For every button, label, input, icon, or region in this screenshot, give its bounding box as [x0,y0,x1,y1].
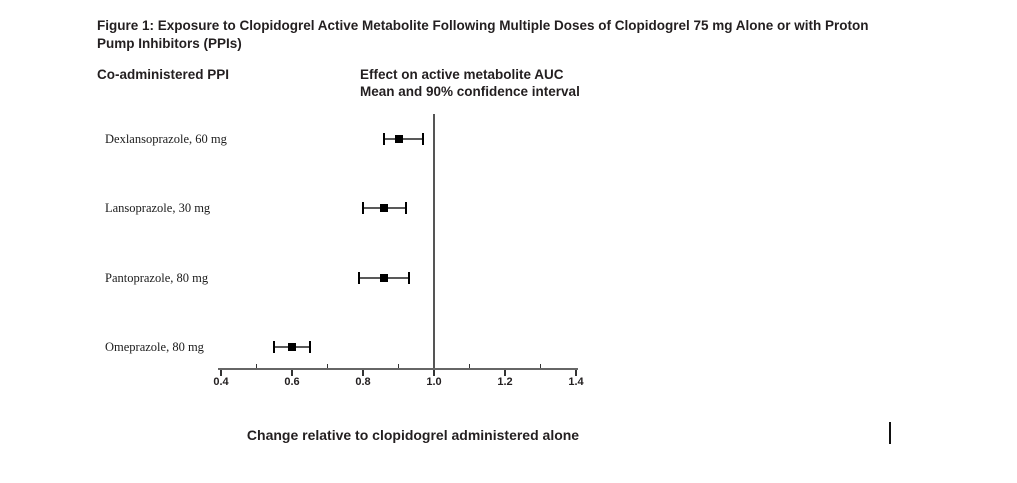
ci-cap-left [383,133,386,145]
row-label: Lansoprazole, 30 mg [105,201,211,215]
axis-tick [291,370,293,376]
axis-minor-tick [539,364,542,368]
mean-marker [394,135,403,143]
axis-tick-label: 0.8 [355,376,371,388]
row-label: Omeprazole, 80 mg [105,340,204,354]
axis-tick [362,370,364,376]
column-header-effect: Effect on active metabolite AUC Mean and… [360,66,580,100]
column-header-effect-line2: Mean and 90% confidence interval [360,84,580,99]
axis-tick-label: 0.4 [213,376,229,388]
axis-tick [433,370,435,376]
axis-minor-tick [326,364,329,368]
ci-cap-right [404,202,407,214]
ci-cap-right [408,272,411,284]
column-header-effect-line1: Effect on active metabolite AUC [360,67,564,82]
axis-tick-label: 0.6 [284,376,300,388]
mean-marker [380,204,389,212]
reference-line [433,114,435,370]
axis-minor-tick [468,364,471,368]
axis-tick-label: 1.0 [426,376,442,388]
axis-minor-tick [255,364,258,368]
axis-tick [575,370,577,376]
axis-tick [504,370,506,376]
row-label: Pantoprazole, 80 mg [105,271,209,285]
axis-tick [220,370,222,376]
x-axis-title: Change relative to clopidogrel administe… [246,427,580,443]
axis-minor-tick [397,364,400,368]
ci-cap-right [422,133,425,145]
ci-cap-left [358,272,361,284]
ci-line [384,138,424,140]
figure-title: Figure 1: Exposure to Clopidogrel Active… [97,18,869,51]
mean-marker [288,343,296,351]
ci-cap-left [362,202,364,214]
row-label: Dexlansoprazole, 60 mg [105,132,227,146]
column-header-ppi: Co-administered PPI [97,67,230,82]
ci-cap-right [308,341,311,353]
axis-tick-label: 1.4 [568,376,584,388]
axis-tick-label: 1.2 [497,376,513,388]
ci-cap-left [273,341,276,353]
mean-marker [380,274,389,282]
x-axis-line [218,368,578,370]
text-cursor [889,422,891,444]
